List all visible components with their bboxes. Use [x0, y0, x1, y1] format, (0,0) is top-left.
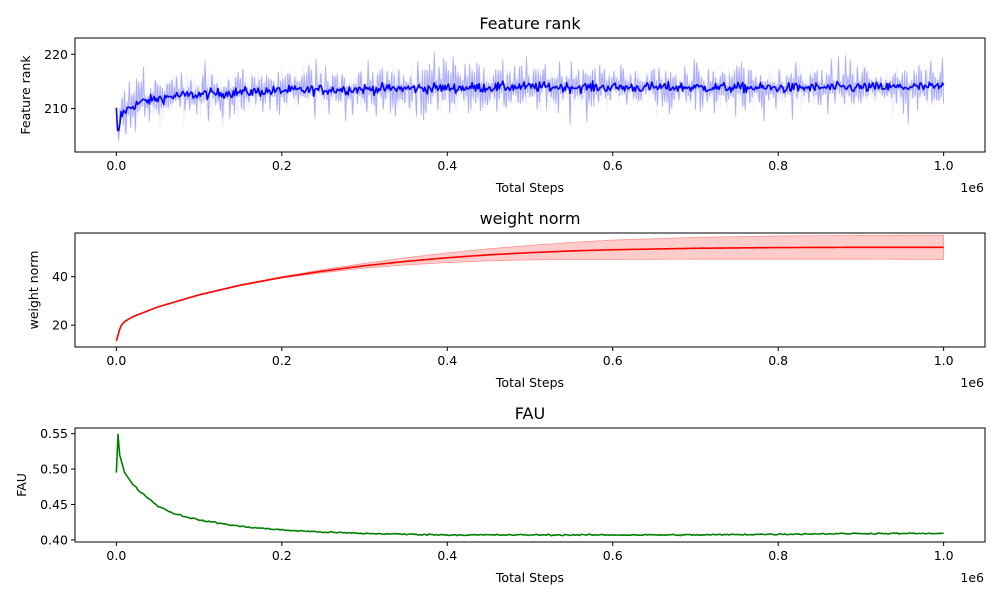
- panel-feature-rank: Feature rank 0.0 0.2 0.4 0.6 0.8 1.0 210 220 T…: [18, 14, 986, 195]
- x-tick-label: 1.0: [934, 548, 954, 563]
- y-axis-label: Feature rank: [18, 55, 33, 135]
- chart-title: Feature rank: [479, 14, 581, 33]
- series-line: [115, 433, 944, 537]
- x-tick-label: 0.0: [106, 548, 126, 563]
- x-axis-offset: 1e6: [960, 570, 984, 585]
- x-tick-label: 0.0: [106, 353, 126, 368]
- x-tick-label: 0.6: [603, 158, 623, 173]
- x-tick-label: 0.4: [437, 158, 457, 173]
- panel-fau: FAU 0.0 0.2 0.4 0.6 0.8 1.0 0.400.450.500.55 …: [14, 404, 986, 585]
- series-line: [115, 80, 945, 132]
- y-tick-label: 210: [44, 101, 68, 116]
- x-tick-label: 0.4: [437, 548, 457, 563]
- y-axis-label: weight norm: [26, 251, 41, 330]
- x-tick-label: 0.8: [768, 548, 788, 563]
- x-tick-label: 0.6: [603, 548, 623, 563]
- x-tick-label: 1.0: [934, 353, 954, 368]
- x-axis-label: Total Steps: [495, 570, 564, 585]
- y-tick-label: 0.55: [40, 426, 68, 441]
- y-tick-label: 0.40: [40, 532, 68, 547]
- y-tick-label: 20: [52, 318, 68, 333]
- x-tick-label: 0.0: [106, 158, 126, 173]
- x-tick-label: 0.2: [272, 353, 292, 368]
- series-band-fill: [116, 51, 944, 141]
- x-axis-label: Total Steps: [495, 180, 564, 195]
- y-tick-label: 0.45: [40, 497, 68, 512]
- series-band: [115, 234, 945, 342]
- axes-frame: [74, 232, 986, 348]
- panel-weight-norm: weight norm 0.0 0.2 0.4 0.6 0.8 1.0 20 40 Tota…: [26, 209, 986, 390]
- x-tick-label: 0.2: [272, 158, 292, 173]
- x-axis-offset: 1e6: [960, 375, 984, 390]
- x-tick-label: 0.8: [768, 353, 788, 368]
- series-line: [115, 246, 944, 342]
- axes-frame: [74, 427, 986, 543]
- x-axis-label: Total Steps: [495, 375, 564, 390]
- axes-frame: [74, 37, 986, 153]
- y-tick-label: 220: [44, 47, 68, 62]
- chart-title: weight norm: [480, 209, 581, 228]
- x-tick-label: 0.4: [437, 353, 457, 368]
- x-tick-label: 0.8: [768, 158, 788, 173]
- chart-title: FAU: [515, 404, 545, 423]
- y-axis-label: FAU: [14, 473, 29, 497]
- x-tick-label: 0.2: [272, 548, 292, 563]
- x-axis-offset: 1e6: [960, 180, 984, 195]
- x-tick-label: 0.6: [603, 353, 623, 368]
- y-tick-label: 40: [52, 269, 68, 284]
- y-tick-label: 0.50: [40, 462, 68, 477]
- x-tick-label: 1.0: [934, 158, 954, 173]
